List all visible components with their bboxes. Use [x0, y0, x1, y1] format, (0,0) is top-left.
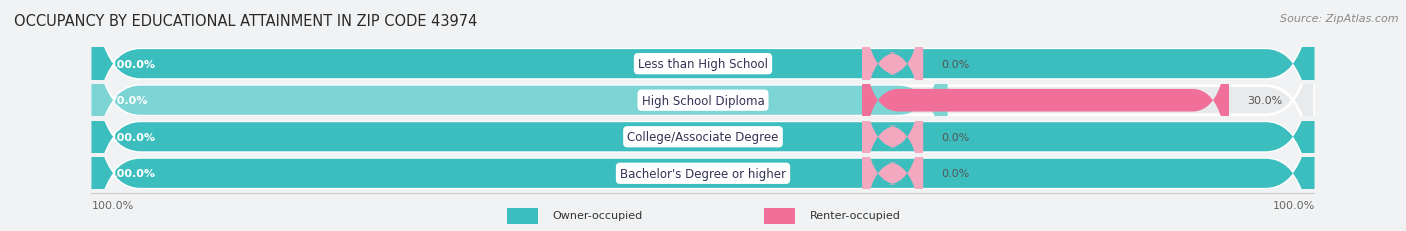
FancyBboxPatch shape — [91, 0, 948, 215]
FancyBboxPatch shape — [862, 88, 924, 231]
FancyBboxPatch shape — [862, 52, 924, 222]
Text: Source: ZipAtlas.com: Source: ZipAtlas.com — [1281, 14, 1399, 24]
Text: 100.0%: 100.0% — [110, 59, 156, 69]
FancyBboxPatch shape — [91, 0, 1315, 215]
Text: Owner-occupied: Owner-occupied — [553, 210, 643, 220]
Text: 0.0%: 0.0% — [942, 169, 970, 179]
Text: 0.0%: 0.0% — [942, 59, 970, 69]
Text: OCCUPANCY BY EDUCATIONAL ATTAINMENT IN ZIP CODE 43974: OCCUPANCY BY EDUCATIONAL ATTAINMENT IN Z… — [14, 14, 478, 29]
FancyBboxPatch shape — [91, 0, 1315, 179]
FancyBboxPatch shape — [91, 59, 1315, 231]
FancyBboxPatch shape — [91, 23, 1315, 231]
FancyBboxPatch shape — [91, 23, 1315, 231]
FancyBboxPatch shape — [91, 59, 1315, 231]
FancyBboxPatch shape — [91, 0, 1315, 179]
Text: 70.0%: 70.0% — [110, 96, 148, 106]
FancyBboxPatch shape — [765, 208, 794, 224]
Text: 100.0%: 100.0% — [91, 201, 134, 210]
Text: 0.0%: 0.0% — [942, 132, 970, 142]
Text: 30.0%: 30.0% — [1247, 96, 1282, 106]
FancyBboxPatch shape — [862, 0, 924, 150]
Text: Renter-occupied: Renter-occupied — [810, 210, 900, 220]
Text: High School Diploma: High School Diploma — [641, 94, 765, 107]
Text: College/Associate Degree: College/Associate Degree — [627, 131, 779, 144]
Text: 100.0%: 100.0% — [110, 132, 156, 142]
Text: Bachelor's Degree or higher: Bachelor's Degree or higher — [620, 167, 786, 180]
Text: Less than High School: Less than High School — [638, 58, 768, 71]
FancyBboxPatch shape — [862, 15, 1229, 186]
Text: 100.0%: 100.0% — [110, 169, 156, 179]
Text: 100.0%: 100.0% — [1272, 201, 1315, 210]
FancyBboxPatch shape — [508, 208, 538, 224]
